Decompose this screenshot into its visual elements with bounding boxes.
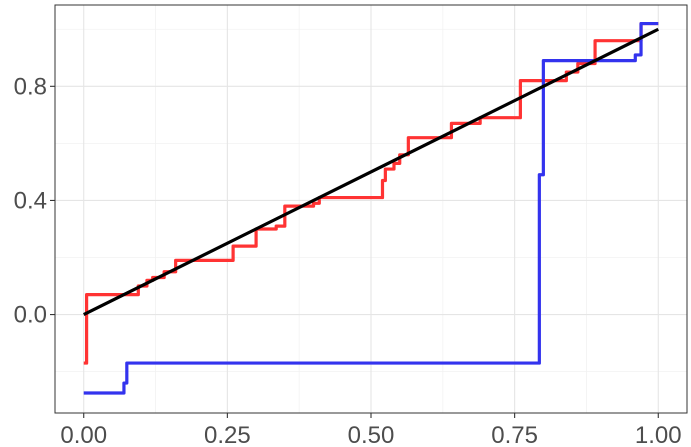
x-tick-label: 0.75 [491,422,538,447]
axes: 0.00 0.25 0.50 0.75 1.00 0.0 0.4 0.8 [14,73,682,447]
y-tick-label: 0.0 [14,302,47,329]
y-tick-label: 0.4 [14,187,47,214]
y-tick-label: 0.8 [14,73,47,100]
x-tick-label: 0.50 [348,422,395,447]
series-line-3 [83,27,659,316]
x-tick-label: 1.00 [635,422,682,447]
series-line-2 [83,21,659,395]
x-tick-label: 0.00 [60,422,107,447]
grid [55,5,687,413]
series-layer [83,21,659,395]
x-tick-label: 0.25 [204,422,251,447]
